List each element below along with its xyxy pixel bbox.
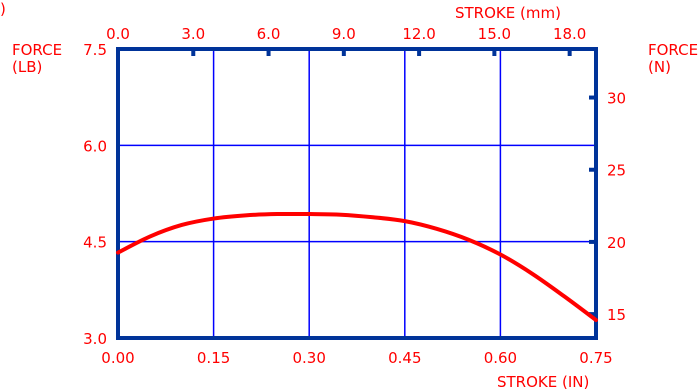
x-top-tick-label-0: 0.0: [106, 25, 130, 43]
grid-lines: [118, 49, 596, 338]
left-axis-label-line1: FORCE: [12, 41, 62, 59]
y-left-tick-label-1: 4.5: [83, 234, 107, 252]
tick-marks: [116, 49, 596, 317]
x-bottom-tick-label-2: 0.30: [292, 349, 325, 367]
x-bottom-tick-label-4: 0.60: [484, 349, 517, 367]
stray-mark: ): [0, 0, 6, 18]
plot-frame: [116, 47, 598, 340]
x-top-tick-label-6: 18.0: [553, 25, 586, 43]
x-bottom-tick-label-3: 0.45: [388, 349, 421, 367]
top-axis-label: STROKE (mm): [455, 4, 561, 22]
left-axis-label-line2: (LB): [12, 58, 42, 76]
x-top-tick-label-3: 9.0: [332, 25, 356, 43]
y-left-tick-label-2: 6.0: [83, 137, 107, 155]
y-right-tick-label-3: 30: [607, 90, 626, 108]
force-curve: [116, 211, 598, 323]
x-bottom-tick-label-1: 0.15: [197, 349, 230, 367]
right-axis-label-line1: FORCE: [648, 41, 698, 59]
y-left-tick-label-0: 3.0: [83, 330, 107, 348]
x-top-tick-label-1: 3.0: [181, 25, 205, 43]
x-bottom-tick-label-5: 0.75: [579, 349, 612, 367]
tick-labels: 0.00 0.15 0.30 0.45 0.60 0.75 0.0 3.0 6.0 9.0 12.0…: [83, 25, 626, 367]
y-left-tick-label-3: 7.5: [83, 41, 107, 59]
y-right-tick-label-0: 15: [607, 306, 626, 324]
right-axis-label-line2: (N): [648, 58, 671, 76]
x-top-tick-label-5: 15.0: [478, 25, 511, 43]
plot-border: [116, 47, 598, 340]
x-bottom-tick-label-0: 0.00: [101, 349, 134, 367]
y-right-tick-label-1: 20: [607, 234, 626, 252]
x-top-tick-label-2: 6.0: [257, 25, 281, 43]
x-top-tick-label-4: 12.0: [402, 25, 435, 43]
y-right-tick-label-2: 25: [607, 162, 626, 180]
bottom-axis-label: STROKE (IN): [497, 373, 589, 391]
